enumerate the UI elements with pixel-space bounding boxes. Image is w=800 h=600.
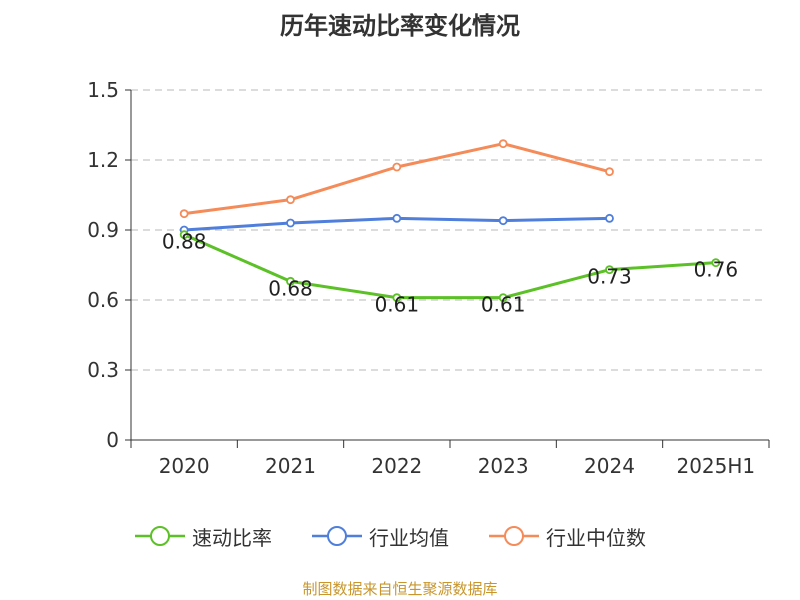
data-point <box>286 195 295 205</box>
legend-item[interactable]: 行业均值 <box>311 520 449 552</box>
data-label: 0.76 <box>694 258 739 282</box>
data-point <box>605 167 614 177</box>
x-tick-label: 2025H1 <box>676 454 755 478</box>
axis-layer: 0 0.3 0.6 0.9 1.2 1.5 2020 2021 2022 2023 2024 2025… <box>87 78 770 478</box>
data-point <box>392 293 402 303</box>
data-label: 0.61 <box>375 293 420 317</box>
x-tick-label: 2024 <box>584 454 635 478</box>
series-layer <box>179 139 721 303</box>
data-point <box>179 230 189 240</box>
series-line <box>182 233 718 300</box>
grid-layer <box>131 89 765 371</box>
data-label: 0.68 <box>268 276 313 300</box>
data-point <box>605 213 614 223</box>
x-tick-label: 2022 <box>371 454 422 478</box>
data-point <box>286 218 295 228</box>
data-label: 0.73 <box>587 265 632 289</box>
data-point <box>498 139 508 149</box>
legend-item[interactable]: 速动比率 <box>134 520 272 552</box>
data-point <box>498 293 508 303</box>
data-point <box>605 265 614 275</box>
legend-line-marker-icon <box>489 526 539 546</box>
legend-label: 行业中位数 <box>546 525 646 550</box>
legend-line-marker-icon <box>135 526 185 546</box>
data-label: 0.61 <box>481 293 526 317</box>
data-point <box>179 209 189 219</box>
data-point <box>286 276 295 286</box>
y-tick-label: 0.6 <box>87 288 119 312</box>
y-tick-label: 1.5 <box>87 78 119 102</box>
data-label: 0.88 <box>162 230 207 254</box>
series-line <box>182 142 611 216</box>
data-point <box>392 213 402 223</box>
x-tick-label: 2020 <box>159 454 210 478</box>
data-point <box>711 258 721 268</box>
source-note: 制图数据来自恒生聚源数据库 <box>302 580 498 598</box>
y-tick-label: 0.9 <box>87 218 119 242</box>
y-tick-label: 1.2 <box>87 148 119 172</box>
legend-item[interactable]: 行业中位数 <box>488 520 646 552</box>
data-point <box>498 216 508 226</box>
legend-label: 行业均值 <box>369 525 449 550</box>
legend-line-marker-icon <box>312 526 362 546</box>
y-tick-label: 0.3 <box>87 358 119 382</box>
legend-label: 速动比率 <box>192 525 272 550</box>
data-point <box>392 162 402 172</box>
chart-title: 历年速动比率变化情况 <box>280 12 520 40</box>
x-tick-label: 2023 <box>478 454 529 478</box>
x-tick-label: 2021 <box>265 454 316 478</box>
data-label-layer: 0.88 0.68 0.61 0.61 0.73 0.76 <box>162 230 738 317</box>
y-tick-label: 0 <box>106 428 119 452</box>
